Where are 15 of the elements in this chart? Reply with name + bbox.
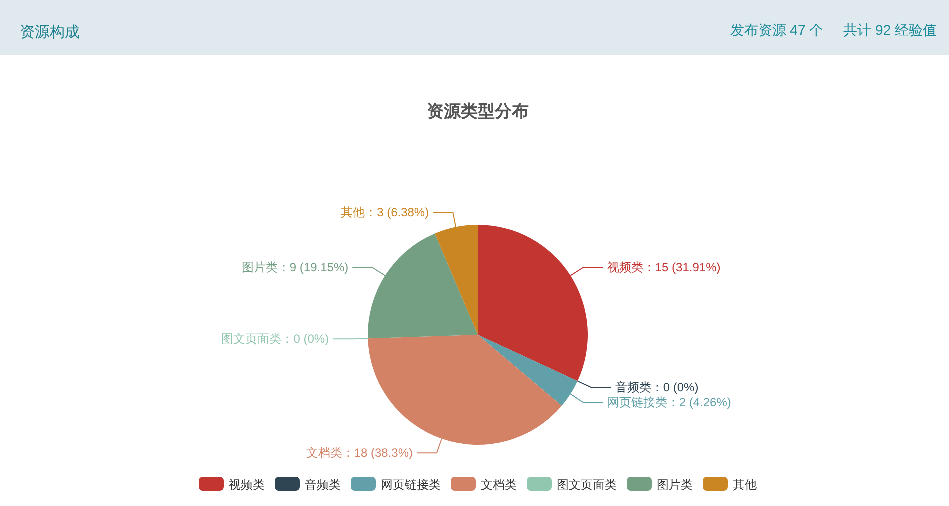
- legend-label: 视频类: [229, 478, 265, 492]
- data-label: 其他：3 (6.38%): [341, 206, 430, 220]
- legend-label: 网页链接类: [381, 478, 441, 492]
- legend-label: 其他: [733, 478, 757, 492]
- data-label: 图片类：9 (19.15%): [242, 260, 349, 275]
- legend-label: 图片类: [657, 478, 693, 492]
- data-label: 视频类：15 (31.91%): [607, 260, 721, 275]
- legend-label: 音频类: [305, 478, 341, 492]
- data-label: 文档类：18 (38.3%): [306, 446, 413, 460]
- data-label: 图文页面类：0 (0%): [222, 332, 330, 346]
- data-label: 音频类：0 (0%): [615, 380, 699, 395]
- chart-title: 资源类型分布: [427, 102, 529, 121]
- legend-label: 图文页面类: [557, 478, 617, 492]
- data-label: 网页链接类：2 (4.26%): [607, 396, 732, 410]
- legend-label: 文档类: [481, 478, 517, 492]
